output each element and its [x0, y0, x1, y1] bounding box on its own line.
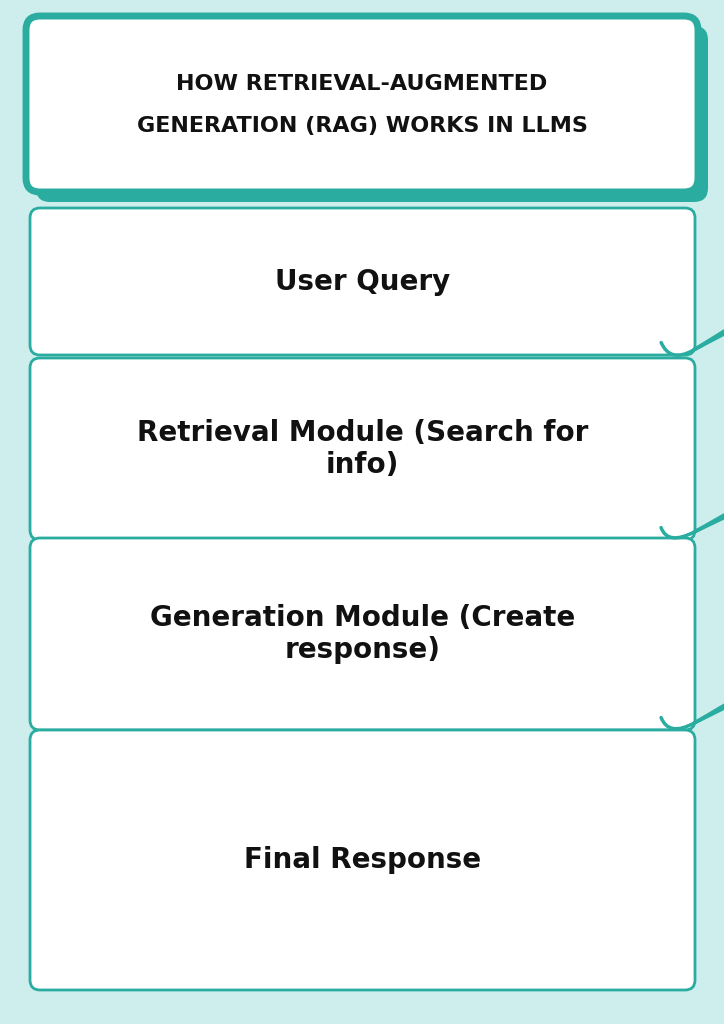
Text: Retrieval Module (Search for
info): Retrieval Module (Search for info): [137, 419, 588, 479]
Text: GENERATION (RAG) WORKS IN LLMS: GENERATION (RAG) WORKS IN LLMS: [137, 116, 587, 136]
Text: Generation Module (Create
response): Generation Module (Create response): [150, 604, 575, 665]
FancyBboxPatch shape: [30, 538, 695, 730]
FancyBboxPatch shape: [30, 208, 695, 355]
FancyBboxPatch shape: [36, 26, 708, 202]
Text: Final Response: Final Response: [244, 846, 481, 874]
Text: HOW RETRIEVAL-AUGMENTED: HOW RETRIEVAL-AUGMENTED: [177, 74, 547, 94]
FancyBboxPatch shape: [30, 730, 695, 990]
FancyBboxPatch shape: [30, 358, 695, 540]
FancyBboxPatch shape: [26, 16, 698, 193]
Text: User Query: User Query: [275, 267, 450, 296]
